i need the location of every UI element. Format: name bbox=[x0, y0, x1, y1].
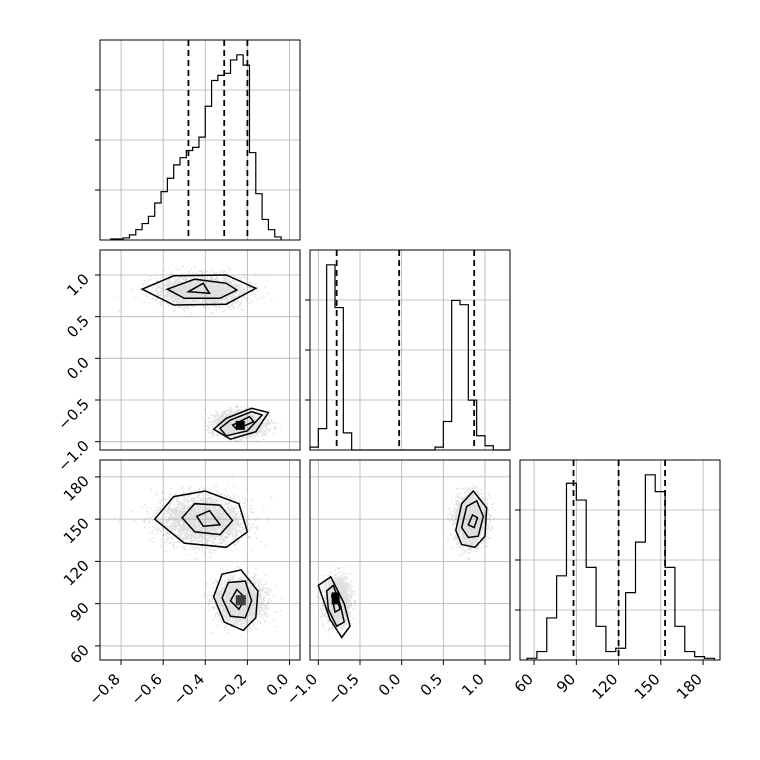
sample-cloud bbox=[113, 474, 283, 636]
histogram-panel-0 bbox=[95, 39, 301, 241]
sample-cloud bbox=[113, 265, 283, 445]
contour-outer bbox=[455, 489, 488, 549]
x-tick-label: 180 bbox=[673, 670, 706, 703]
panel-frame bbox=[99, 249, 301, 451]
x-tick-label: 150 bbox=[631, 670, 664, 703]
histogram-panel-1 bbox=[305, 249, 511, 451]
y-tick-label: 180 bbox=[60, 472, 93, 505]
contour-mid bbox=[325, 584, 346, 628]
sample-cloud bbox=[316, 474, 496, 639]
sample-points bbox=[316, 474, 496, 636]
contour-inner bbox=[467, 513, 479, 529]
y-tick-label: 90 bbox=[67, 599, 93, 625]
scatter-panel-2-1 bbox=[309, 459, 511, 661]
panel-background bbox=[310, 460, 510, 660]
y-tick-label: 1.0 bbox=[63, 270, 93, 300]
y-tick-label: −0.5 bbox=[54, 395, 92, 433]
contour-mid bbox=[221, 580, 253, 619]
x-tick-label: 0.5 bbox=[417, 670, 447, 700]
x-axis-1: −1.0 −0.5 0.0 0.5 1.0 bbox=[283, 660, 488, 709]
x-tick-label: 0.0 bbox=[375, 670, 405, 700]
contour-inner bbox=[195, 509, 222, 527]
panel-frame bbox=[309, 459, 511, 661]
contour-mid bbox=[165, 278, 239, 300]
x-tick-label: −0.8 bbox=[85, 670, 123, 708]
y-axis-1: −1.0 −0.5 0.0 0.5 1.0 bbox=[54, 270, 100, 475]
x-tick-label: −0.5 bbox=[324, 670, 362, 708]
y-tick-label: −1.0 bbox=[54, 437, 92, 475]
x-tick-label: −0.6 bbox=[127, 670, 165, 708]
x-axis-2: 60 90 120 150 180 bbox=[511, 660, 706, 703]
scatter-panel-1-0 bbox=[99, 249, 301, 451]
contour-mid bbox=[460, 499, 485, 539]
contour-outer bbox=[153, 490, 249, 549]
y-tick-label: 150 bbox=[60, 514, 93, 547]
contour-mid bbox=[181, 502, 234, 536]
histogram-bars-0 bbox=[109, 54, 282, 240]
contour-mid bbox=[218, 410, 264, 437]
y-tick-label: 0.0 bbox=[63, 353, 93, 383]
y-axis-2: 60 90 120 150 180 bbox=[60, 472, 100, 667]
x-tick-label: 120 bbox=[588, 670, 621, 703]
sample-points bbox=[113, 265, 283, 445]
y-tick-label: 60 bbox=[67, 641, 93, 667]
density-core bbox=[331, 592, 340, 605]
x-tick-label: −0.4 bbox=[170, 670, 208, 708]
scatter-panel-2-0 bbox=[99, 459, 301, 661]
panel-frame bbox=[99, 459, 301, 661]
contour-inner bbox=[185, 282, 211, 295]
contour-inner bbox=[231, 415, 255, 431]
density-core bbox=[235, 595, 246, 606]
x-tick-label: −0.2 bbox=[212, 670, 250, 708]
histogram-panel-2 bbox=[515, 459, 721, 661]
contour-outer bbox=[317, 575, 351, 639]
contour-outer bbox=[140, 274, 258, 306]
x-tick-label: 90 bbox=[553, 670, 579, 696]
panel-background bbox=[100, 250, 300, 450]
histogram-bars-2 bbox=[526, 474, 715, 660]
panel-frame bbox=[519, 459, 721, 661]
x-tick-label: 60 bbox=[511, 670, 537, 696]
panel-background bbox=[100, 460, 300, 660]
panel-frame bbox=[309, 249, 511, 451]
y-tick-label: 120 bbox=[60, 557, 93, 590]
x-tick-label: 1.0 bbox=[458, 670, 488, 700]
y-tick-label: 0.5 bbox=[63, 312, 93, 342]
x-tick-label: −1.0 bbox=[283, 670, 321, 708]
panel-frame bbox=[99, 39, 301, 241]
x-axis-0: −0.8 −0.6 −0.4 −0.2 0.0 bbox=[85, 660, 292, 709]
density-core bbox=[235, 420, 245, 430]
contour-outer bbox=[212, 569, 259, 632]
contour-outer bbox=[212, 407, 270, 441]
